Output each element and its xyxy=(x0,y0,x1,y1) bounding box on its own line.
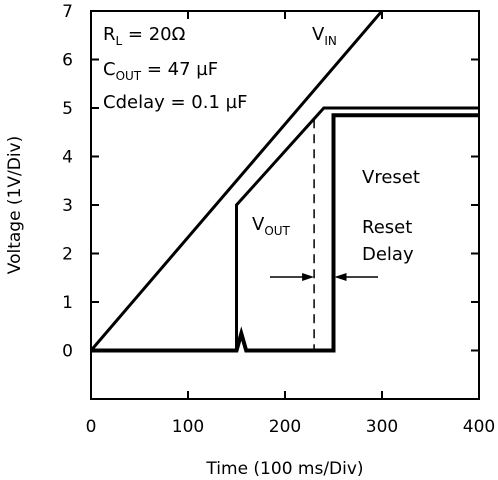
param-label: Cdelay = 0.1 µF xyxy=(103,92,247,113)
param-label: RL = 20Ω xyxy=(103,24,186,48)
reset-delay-right-arrowhead xyxy=(334,273,347,281)
y-axis-label: Voltage (1V/Div) xyxy=(5,136,25,274)
x-axis-label: Time (100 ms/Div) xyxy=(205,459,363,479)
y-tick-label: 4 xyxy=(62,148,73,168)
param-label: COUT = 47 µF xyxy=(103,59,218,83)
y-tick-label: 2 xyxy=(62,245,73,265)
vout-label: VOUT xyxy=(252,214,291,238)
x-axis-ticks: 0 100 200 300 400 xyxy=(86,11,495,437)
reset-delay-left-arrowhead xyxy=(302,273,315,281)
series-vreset-line xyxy=(91,113,479,353)
series-vin-line xyxy=(89,10,384,352)
y-tick-label: 0 xyxy=(62,342,73,362)
y-tick-label: 5 xyxy=(62,99,73,119)
vreset-label: Vreset xyxy=(362,167,420,188)
annotation-layer: RL = 20Ω COUT = 47 µF Cdelay = 0.1 µF VIN VO… xyxy=(103,24,420,281)
y-tick-label: 3 xyxy=(62,196,73,216)
y-tick-label: 7 xyxy=(62,2,73,22)
x-tick-label: 100 xyxy=(172,417,204,437)
y-tick-label: 6 xyxy=(62,51,73,71)
x-tick-label: 0 xyxy=(86,417,97,437)
series-layer xyxy=(89,10,479,353)
y-tick-label: 1 xyxy=(62,293,73,313)
x-tick-label: 200 xyxy=(269,417,301,437)
y-axis-ticks: 0 1 2 3 4 5 6 7 xyxy=(62,2,479,362)
reset-delay-label: Reset xyxy=(362,217,412,238)
x-tick-label: 300 xyxy=(366,417,398,437)
reset-delay-label: Delay xyxy=(362,244,414,265)
x-tick-label: 400 xyxy=(463,417,495,437)
vin-label: VIN xyxy=(312,24,337,48)
